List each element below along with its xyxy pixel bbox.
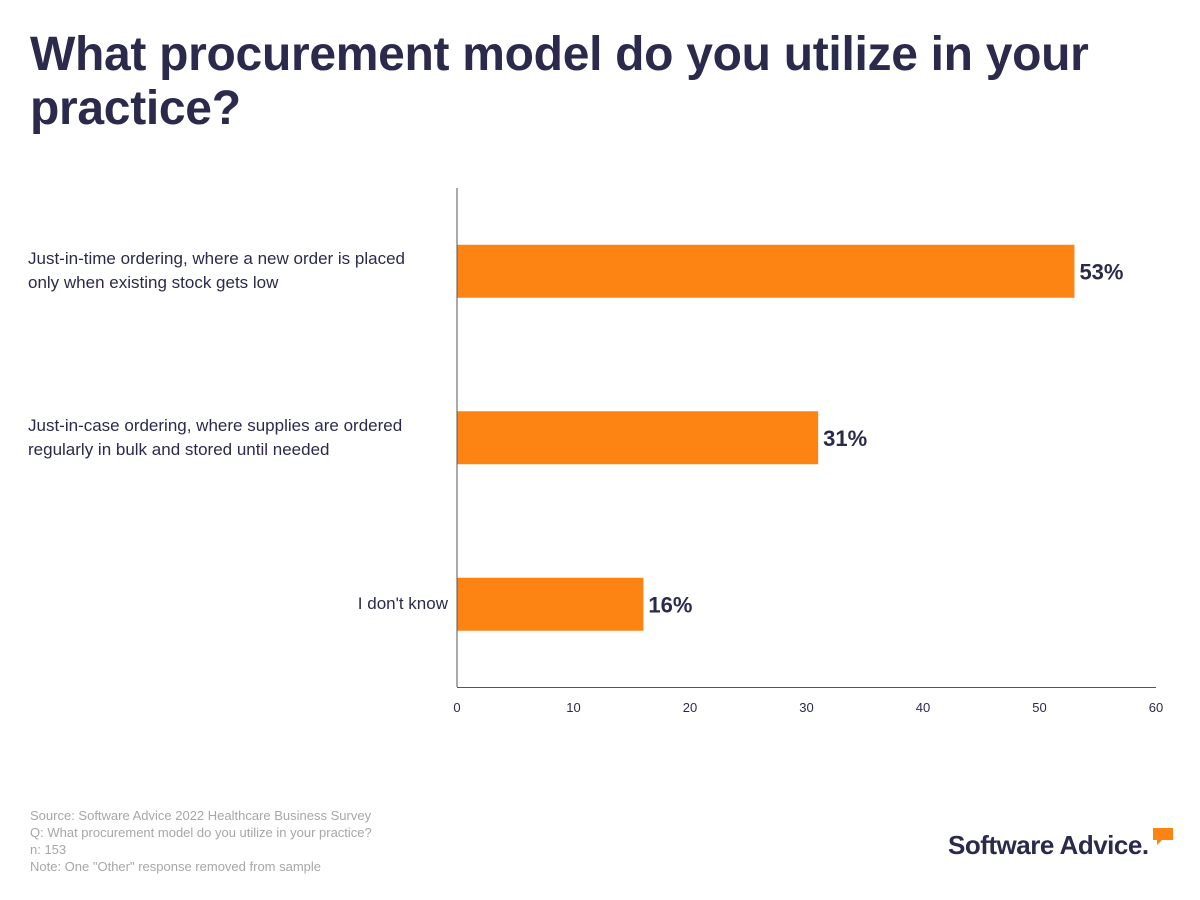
- data-label-2: 31%: [823, 426, 867, 451]
- category-label-line: Just-in-time ordering, where a new order…: [28, 249, 406, 269]
- category-label-line: Just-in-case ordering, where supplies ar…: [28, 415, 403, 435]
- bar-1: [457, 244, 1075, 298]
- question-note: Q: What procurement model do you utilize…: [30, 825, 372, 840]
- speech-bubble-icon: [1153, 828, 1173, 845]
- category-label-line: I don't know: [357, 594, 448, 614]
- category-label-3: I don't know: [28, 592, 448, 616]
- data-label-1: 53%: [1079, 259, 1123, 284]
- x-tick-label: 0: [453, 700, 460, 715]
- chart-title: What procurement model do you utilize in…: [30, 28, 1089, 135]
- sample-size-note: n: 153: [30, 842, 67, 857]
- x-tick-label: 20: [683, 700, 697, 715]
- x-tick-label: 50: [1032, 700, 1046, 715]
- x-tick-label: 60: [1149, 700, 1163, 715]
- bar-chart: 53% 31% 16% 0 10 20 30 40 50 60: [453, 188, 1163, 715]
- logo-wordmark: Software Advice.: [948, 830, 1149, 860]
- bar-2: [457, 411, 819, 465]
- x-tick-label: 40: [916, 700, 930, 715]
- bar-3: [457, 577, 644, 631]
- category-label-2: Just-in-case ordering, where supplies ar…: [28, 414, 448, 462]
- category-label-line: only when existing stock gets low: [28, 273, 279, 293]
- data-label-3: 16%: [648, 592, 692, 617]
- footnote: Note: One "Other" response removed from …: [30, 859, 322, 874]
- category-label-line: regularly in bulk and stored until neede…: [28, 439, 330, 459]
- chart-footer: Source: Software Advice 2022 Healthcare …: [30, 807, 372, 875]
- x-tick-label: 30: [799, 700, 813, 715]
- source-note: Source: Software Advice 2022 Healthcare …: [30, 808, 372, 823]
- category-label-1: Just-in-time ordering, where a new order…: [28, 247, 448, 295]
- x-tick-label: 10: [566, 700, 580, 715]
